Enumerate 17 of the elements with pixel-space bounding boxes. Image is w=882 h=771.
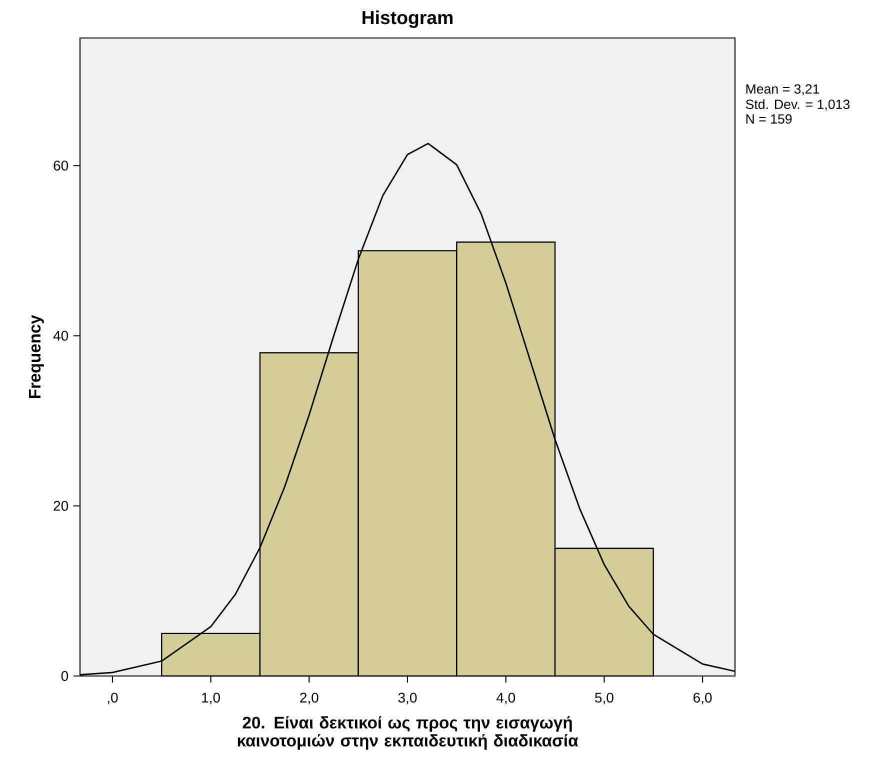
y-axis-title: Frequency bbox=[28, 314, 44, 398]
x-tick-label: 2,0 bbox=[300, 692, 318, 704]
x-tick-label: 3,0 bbox=[398, 692, 417, 704]
text: Std. Dev. = 1,013 bbox=[746, 99, 850, 111]
x-tick-label: 5,0 bbox=[595, 692, 614, 704]
chart-title: Histogram bbox=[362, 10, 453, 28]
text: Mean = 3,21 bbox=[746, 84, 820, 96]
x-tick-label: 1,0 bbox=[202, 692, 220, 704]
text: N = 159 bbox=[746, 114, 792, 124]
x-tick-label: 4,0 bbox=[496, 692, 516, 704]
x-tick-label: ,0 bbox=[108, 692, 118, 704]
y-tick-label: 40 bbox=[53, 330, 68, 341]
y-tick-label: 20 bbox=[54, 500, 68, 511]
y-tick-label: 60 bbox=[54, 160, 68, 171]
y-tick-label: 0 bbox=[61, 671, 68, 681]
x-tick-label: 6,0 bbox=[694, 692, 712, 704]
x-axis-title: 20. Είναι δεκτικοί ως προς την εισαγωγή καινοτομιών στην εκπαιδευτική διαδικασία bbox=[238, 716, 578, 750]
